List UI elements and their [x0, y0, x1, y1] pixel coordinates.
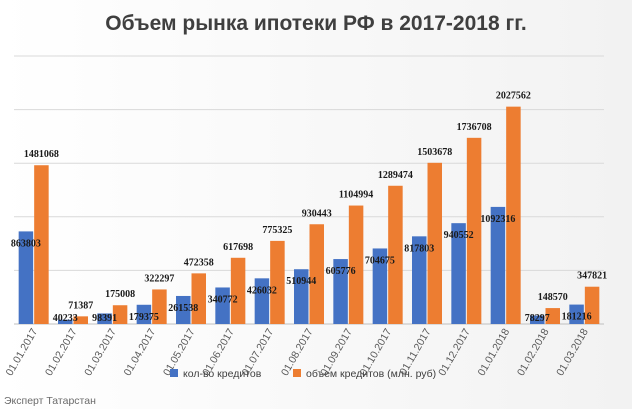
bar-volume — [152, 289, 167, 324]
x-tick-label: 01.12.2017 — [436, 326, 473, 378]
data-label-volume: 322297 — [144, 273, 174, 284]
data-label-count: 863803 — [11, 238, 41, 249]
data-label-count: 78297 — [525, 313, 550, 324]
data-label-volume: 2027562 — [496, 91, 531, 102]
legend-swatch-count — [170, 369, 178, 377]
data-label-count: 181216 — [562, 312, 592, 323]
bar-volume — [34, 165, 49, 324]
data-label-volume: 775325 — [262, 225, 292, 236]
x-tick-label: 01.03.2017 — [82, 326, 119, 378]
data-labels: 863803 1481068 40233 71387 98391 175008 179375… — [11, 91, 607, 324]
data-label-volume: 472358 — [184, 257, 214, 268]
data-label-count: 340772 — [208, 294, 238, 305]
gridlines — [14, 55, 604, 325]
bar-count — [490, 206, 506, 324]
bar-count — [58, 319, 73, 324]
legend-label-count: кол-во кредитов — [183, 368, 262, 380]
data-label-volume: 617698 — [223, 242, 253, 253]
x-tick-label: 01.01.2018 — [476, 326, 513, 378]
x-tick-label: 01.02.2017 — [43, 326, 80, 378]
data-label-volume: 347821 — [577, 271, 607, 282]
watermark: Эксперт Татарстан — [4, 395, 96, 407]
bar-count — [215, 287, 230, 324]
data-label-count: 179375 — [129, 312, 159, 323]
data-label-volume: 148570 — [538, 292, 568, 303]
legend-swatch-volume — [293, 369, 301, 377]
data-label-count: 605776 — [326, 266, 356, 277]
data-label-volume: 1736708 — [457, 122, 492, 133]
bar-count — [18, 231, 34, 324]
bar-count — [451, 223, 466, 324]
bar-volume — [427, 162, 442, 324]
bar-count — [254, 278, 270, 324]
bar-volume — [73, 316, 88, 324]
legend: кол-во кредитов объем кредитов (млн. руб… — [170, 368, 436, 380]
data-label-count: 510944 — [286, 276, 316, 287]
data-label-volume: 1104994 — [339, 190, 373, 201]
bar-count — [294, 269, 309, 324]
data-label-volume: 930443 — [302, 208, 332, 219]
data-label-volume: 71387 — [68, 300, 93, 311]
bar-volume — [506, 106, 521, 324]
bar-count — [333, 259, 348, 324]
data-label-count: 261538 — [168, 303, 198, 314]
bar-volume — [584, 286, 600, 324]
data-label-count: 817803 — [404, 243, 434, 254]
data-label-count: 1092316 — [480, 214, 515, 225]
data-label-count: 940552 — [444, 230, 474, 241]
x-tick-label: 01.02.2018 — [515, 326, 552, 378]
bar-volume — [270, 240, 285, 324]
bar-count — [136, 304, 152, 324]
x-tick-label: 01.03.2018 — [554, 326, 591, 378]
legend-label-volume: объем кредитов (млн. руб) — [306, 368, 436, 380]
data-label-volume: 1481068 — [24, 149, 59, 160]
chart-title: Объем рынка ипотеки РФ в 2017-2018 гг. — [105, 12, 526, 35]
data-label-volume: 175008 — [105, 289, 135, 300]
bar-volume — [230, 257, 246, 324]
bar-count — [372, 248, 388, 324]
data-label-count: 426032 — [247, 285, 277, 296]
data-label-volume: 1289474 — [378, 170, 413, 181]
bar-count — [569, 304, 584, 324]
x-tick-label: 01.04.2017 — [122, 326, 159, 378]
bar-count — [412, 236, 427, 324]
bar-count — [530, 315, 545, 324]
bar-count — [97, 313, 112, 324]
bar-volume — [545, 308, 560, 324]
x-tick-label: 01.01.2017 — [4, 326, 41, 378]
bar-count — [176, 295, 191, 324]
data-label-count: 40233 — [53, 313, 78, 324]
bar-volume — [388, 185, 403, 324]
data-label-count: 98391 — [92, 313, 117, 324]
data-label-count: 704675 — [365, 255, 395, 266]
bar-volume — [348, 205, 364, 324]
bar-volume — [309, 224, 324, 324]
bar-volume — [466, 137, 482, 324]
bars — [18, 106, 600, 324]
bar-volume — [191, 273, 206, 324]
data-label-volume: 1503678 — [417, 147, 452, 158]
bar-volume — [112, 305, 128, 324]
